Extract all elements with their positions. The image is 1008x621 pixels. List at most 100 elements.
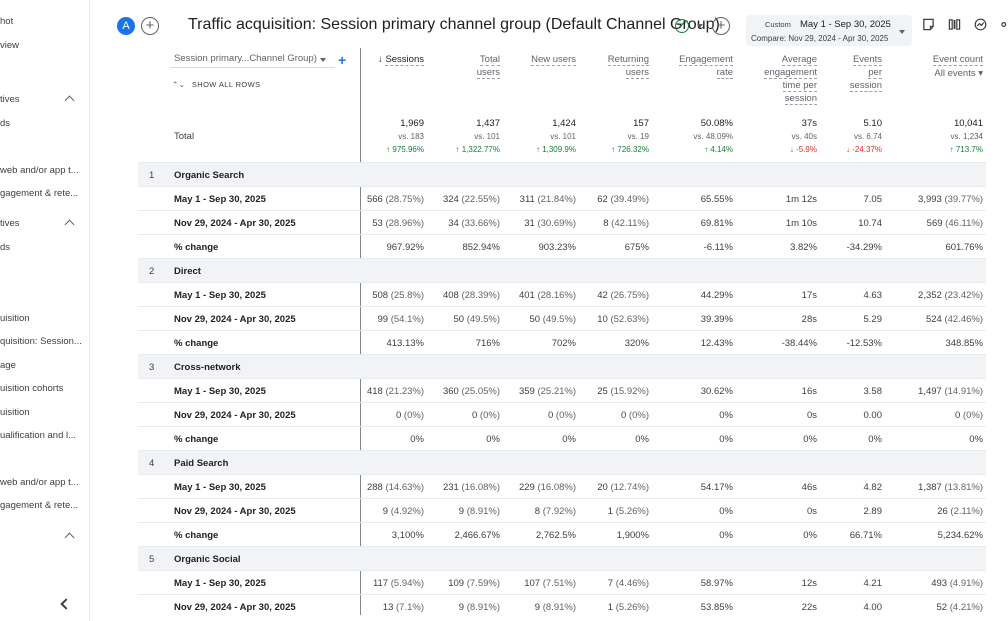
cell-value: 4.21	[863, 578, 883, 589]
table-row[interactable]: Nov 29, 2024 - Apr 30, 2025 53 (28.96%) 34…	[138, 210, 986, 234]
table-row[interactable]: Nov 29, 2024 - Apr 30, 2025 13 (7.1%) 9 (8…	[138, 594, 986, 618]
channel-group-label: Organic Social	[174, 554, 241, 565]
cell-value: 0	[548, 410, 554, 421]
insights-icon[interactable]	[974, 18, 987, 31]
total-change-value: 4.14%	[710, 145, 733, 154]
sidebar-item[interactable]: uisition	[0, 313, 30, 324]
column-header[interactable]: Average engagement time per session	[737, 53, 817, 105]
cell-percent: (52.63%)	[607, 314, 649, 325]
cell-percent: (8.91%)	[540, 602, 576, 613]
chevron-down-icon[interactable]	[899, 30, 905, 34]
table-cell: 1,900%	[617, 530, 649, 541]
sidebar-item-traffic-acquisition[interactable]: quisition: Session...	[0, 336, 82, 347]
date-range-picker[interactable]: Custom May 1 - Sep 30, 2025 Compare: Nov…	[746, 15, 912, 46]
cell-percent: (4.92%)	[388, 506, 424, 517]
annotation-icon[interactable]	[922, 18, 935, 31]
channel-group-row[interactable]: 5 Organic Social	[138, 546, 986, 570]
dimension-select[interactable]: Session primary...Channel Group)	[170, 53, 335, 68]
table-row[interactable]: May 1 - Sep 30, 2025 117 (5.94%) 109 (7.59…	[138, 570, 986, 594]
cell-value: 8	[603, 218, 609, 229]
cell-value: 7.05	[863, 194, 883, 205]
column-header[interactable]: ↓ Sessions	[344, 53, 424, 66]
avatar[interactable]: A	[117, 17, 135, 35]
sidebar-item[interactable]: ds	[0, 242, 11, 253]
table-row[interactable]: % change 413.13% 716% 702% 320% 12.43% -38.44%…	[138, 330, 986, 354]
sidebar-item[interactable]: ualification and l...	[0, 430, 77, 441]
table-row[interactable]: May 1 - Sep 30, 2025 566 (28.75%) 324 (22.…	[138, 186, 986, 210]
table-cell: 4.00	[864, 602, 883, 613]
collapse-sidebar-icon[interactable]	[60, 598, 72, 610]
cell-value: 2,352	[918, 290, 942, 301]
table-row[interactable]: Nov 29, 2024 - Apr 30, 2025 99 (54.1%) 50 …	[138, 306, 986, 330]
table-cell: 22s	[802, 602, 817, 613]
sidebar-item[interactable]: view	[0, 40, 20, 51]
column-header[interactable]: Events per session	[822, 53, 882, 92]
table-cell: 348.85%	[945, 338, 983, 349]
column-header[interactable]: Total users	[430, 53, 500, 79]
chevron-down-icon[interactable]	[320, 58, 326, 62]
table-row[interactable]: % change 3,100% 2,466.67% 2,762.5% 1,900% 0% 0…	[138, 522, 986, 546]
check-circle-icon[interactable]: ✓	[675, 19, 689, 33]
table-cell: 0s	[807, 506, 817, 517]
sidebar-item[interactable]: hot	[0, 16, 14, 27]
table-row[interactable]: May 1 - Sep 30, 2025 418 (21.23%) 360 (25.…	[138, 378, 986, 402]
chevron-up-icon[interactable]	[64, 219, 75, 230]
chevron-up-icon[interactable]	[64, 532, 75, 543]
table-cell: 4.63	[864, 290, 883, 301]
sidebar-item[interactable]: ds	[0, 118, 11, 129]
cell-value: 0	[396, 410, 402, 421]
sidebar-item[interactable]: gagement & rete...	[0, 500, 79, 511]
show-all-rows-button[interactable]: ⌃⌄ SHOW ALL ROWS	[172, 80, 261, 89]
table-row[interactable]: % change 0% 0% 0% 0% 0% 0% 0% 0%	[138, 426, 986, 450]
column-header[interactable]: Event count All events ▾	[888, 53, 983, 80]
table-cell: 0 (0%)	[548, 410, 576, 421]
channel-group-row[interactable]: 4 Paid Search	[138, 450, 986, 474]
table-cell: 0%	[635, 434, 649, 445]
cell-percent: (33.66%)	[458, 218, 500, 229]
cell-value: 52	[936, 602, 948, 613]
chevron-up-icon[interactable]	[64, 95, 75, 106]
customize-report-icon[interactable]	[948, 18, 961, 31]
cell-value: 0%	[719, 530, 733, 541]
add-dimension-icon[interactable]: +	[338, 52, 347, 68]
table-row[interactable]: % change 967.92% 852.94% 903.23% 675% -6.11% 3…	[138, 234, 986, 258]
column-header[interactable]: New users	[504, 53, 576, 66]
sidebar-item[interactable]: gagement & rete...	[0, 188, 79, 199]
chevron-down-icon[interactable]	[697, 24, 703, 28]
cell-value: -38.44%	[781, 338, 817, 349]
sidebar-section-label[interactable]: tives	[0, 218, 20, 229]
table-cell: 408 (28.39%)	[443, 290, 500, 301]
table-row[interactable]: Nov 29, 2024 - Apr 30, 2025 0 (0%) 0 (0%) 0…	[138, 402, 986, 426]
table-row[interactable]: May 1 - Sep 30, 2025 508 (25.8%) 408 (28.3…	[138, 282, 986, 306]
table-cell: 9 (8.91%)	[459, 506, 500, 517]
sidebar-item[interactable]: uisition	[0, 407, 30, 418]
sidebar-section-label[interactable]: tives	[0, 94, 20, 105]
chevron-down-icon[interactable]: ▾	[975, 68, 983, 79]
channel-group-row[interactable]: 3 Cross-network	[138, 354, 986, 378]
sidebar-item[interactable]: web and/or app t...	[0, 165, 79, 176]
add-icon[interactable]: +	[712, 17, 730, 35]
sidebar-item[interactable]: uisition cohorts	[0, 383, 64, 394]
cell-value: 44.29%	[700, 290, 733, 301]
share-icon[interactable]	[1000, 18, 1008, 31]
sidebar-item[interactable]: age	[0, 360, 16, 371]
cell-value: 0%	[719, 410, 733, 421]
event-filter-select[interactable]: All events ▾	[888, 67, 983, 80]
column-header[interactable]: Returning users	[579, 53, 649, 79]
cell-percent: (8.91%)	[464, 506, 500, 517]
table-row[interactable]: Nov 29, 2024 - Apr 30, 2025 9 (4.92%) 9 (8…	[138, 498, 986, 522]
row-index: 5	[149, 554, 155, 565]
table-row[interactable]: May 1 - Sep 30, 2025 288 (14.63%) 231 (16.…	[138, 474, 986, 498]
cell-percent: (13.81%)	[941, 482, 983, 493]
channel-group-row[interactable]: 2 Direct	[138, 258, 986, 282]
cell-value: 675%	[624, 242, 649, 253]
channel-group-row[interactable]: 1 Organic Search	[138, 162, 986, 186]
total-change: ↓ -5.9%	[737, 143, 817, 156]
add-comparison-icon[interactable]: +	[141, 17, 159, 35]
column-header[interactable]: Engagement rate	[653, 53, 733, 79]
sidebar-item[interactable]: web and/or app t...	[0, 477, 79, 488]
cell-value: 1	[607, 602, 614, 613]
cell-value: 42	[597, 290, 608, 301]
cell-value: 903.23%	[538, 242, 576, 253]
cell-percent: (49.5%)	[464, 314, 500, 325]
